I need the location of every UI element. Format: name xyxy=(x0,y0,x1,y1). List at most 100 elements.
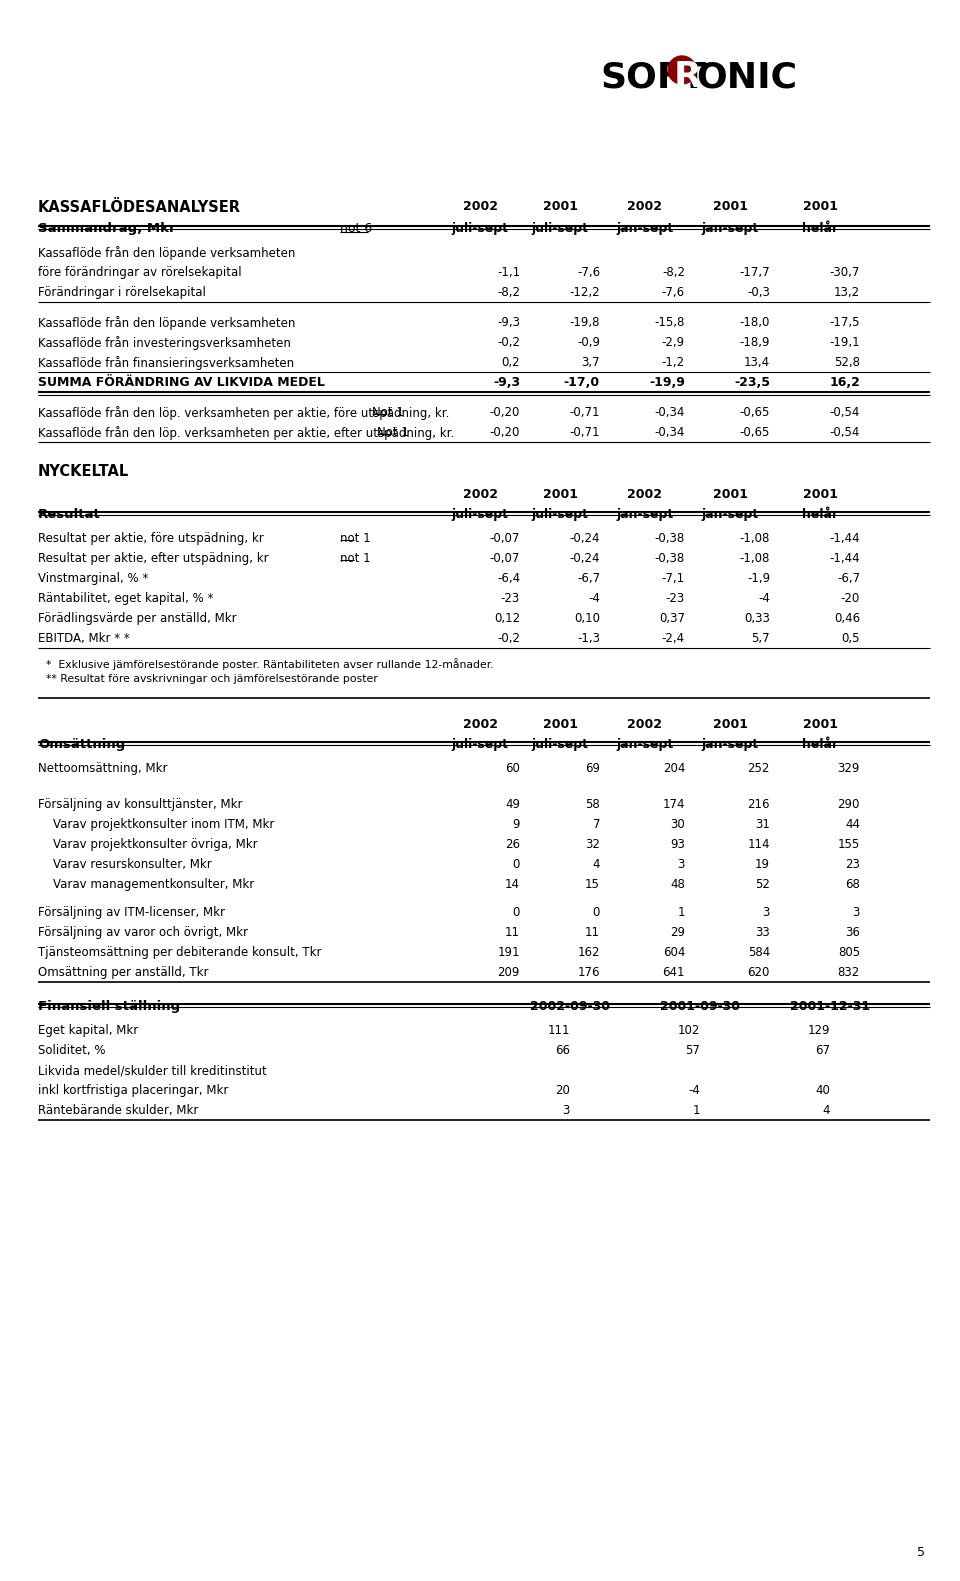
Text: -17,0: -17,0 xyxy=(564,376,600,389)
Text: not 1: not 1 xyxy=(340,552,371,564)
Text: -7,6: -7,6 xyxy=(577,266,600,278)
Text: juli-sept: juli-sept xyxy=(532,508,588,522)
Text: -0,20: -0,20 xyxy=(490,406,520,419)
Text: Kassaflöde från investeringsverksamheten: Kassaflöde från investeringsverksamheten xyxy=(38,337,291,349)
Text: Resultat: Resultat xyxy=(38,508,101,522)
Text: 0,5: 0,5 xyxy=(842,632,860,645)
Text: 111: 111 xyxy=(547,1024,570,1037)
Text: -0,54: -0,54 xyxy=(829,406,860,419)
Text: juli-sept: juli-sept xyxy=(451,221,509,236)
Text: Not 1: Not 1 xyxy=(372,406,404,419)
Text: -30,7: -30,7 xyxy=(829,266,860,278)
Text: 102: 102 xyxy=(678,1024,700,1037)
Text: 290: 290 xyxy=(838,798,860,811)
Text: 1: 1 xyxy=(692,1104,700,1118)
Text: NYCKELTAL: NYCKELTAL xyxy=(38,463,130,479)
Text: -0,38: -0,38 xyxy=(655,531,685,545)
Text: 805: 805 xyxy=(838,945,860,960)
Text: 604: 604 xyxy=(662,945,685,960)
Text: 7: 7 xyxy=(592,817,600,832)
Text: -0,71: -0,71 xyxy=(569,406,600,419)
Text: Räntebärande skulder, Mkr: Räntebärande skulder, Mkr xyxy=(38,1104,199,1118)
Text: SOFT: SOFT xyxy=(600,60,707,93)
Text: 69: 69 xyxy=(585,762,600,775)
Text: 19: 19 xyxy=(755,858,770,871)
Text: -8,2: -8,2 xyxy=(662,266,685,278)
Text: 68: 68 xyxy=(845,877,860,892)
Text: 176: 176 xyxy=(578,966,600,979)
Text: 0,2: 0,2 xyxy=(501,356,520,368)
Text: 252: 252 xyxy=(748,762,770,775)
Text: 2001: 2001 xyxy=(712,201,748,213)
Text: Resultat per aktie, efter utspädning, kr: Resultat per aktie, efter utspädning, kr xyxy=(38,552,269,564)
Text: jan-sept: jan-sept xyxy=(616,738,674,751)
Text: 0: 0 xyxy=(592,906,600,919)
Text: Försäljning av varor och övrigt, Mkr: Försäljning av varor och övrigt, Mkr xyxy=(38,926,248,939)
Text: 52,8: 52,8 xyxy=(834,356,860,368)
Text: 2002: 2002 xyxy=(463,489,497,501)
Text: -0,34: -0,34 xyxy=(655,406,685,419)
Text: 155: 155 xyxy=(838,838,860,851)
Text: 129: 129 xyxy=(807,1024,830,1037)
Text: Förändringar i rörelsekapital: Förändringar i rörelsekapital xyxy=(38,286,205,299)
Text: 67: 67 xyxy=(815,1043,830,1058)
Text: -0,38: -0,38 xyxy=(655,552,685,564)
Text: Varav managementkonsulter, Mkr: Varav managementkonsulter, Mkr xyxy=(53,877,254,892)
Text: 2002: 2002 xyxy=(463,718,497,730)
Text: Omsättning per anställd, Tkr: Omsättning per anställd, Tkr xyxy=(38,966,208,979)
Text: 3: 3 xyxy=(852,906,860,919)
Text: -8,2: -8,2 xyxy=(497,286,520,299)
Text: -12,2: -12,2 xyxy=(569,286,600,299)
Text: SUMMA FÖRÄNDRING AV LIKVIDA MEDEL: SUMMA FÖRÄNDRING AV LIKVIDA MEDEL xyxy=(38,376,324,389)
Text: jan-sept: jan-sept xyxy=(702,738,758,751)
Text: -0,2: -0,2 xyxy=(497,632,520,645)
Text: KASSAFLÖDESANALYSER: KASSAFLÖDESANALYSER xyxy=(38,201,241,215)
Text: 31: 31 xyxy=(756,817,770,832)
Text: 620: 620 xyxy=(748,966,770,979)
Text: juli-sept: juli-sept xyxy=(451,738,509,751)
Text: 48: 48 xyxy=(670,877,685,892)
Text: 14: 14 xyxy=(505,877,520,892)
Text: -1,44: -1,44 xyxy=(829,552,860,564)
Text: 832: 832 xyxy=(838,966,860,979)
Text: Kassaflöde från den löp. verksamheten per aktie, före utspädning, kr.: Kassaflöde från den löp. verksamheten pe… xyxy=(38,406,449,421)
Text: -7,6: -7,6 xyxy=(661,286,685,299)
Text: 204: 204 xyxy=(662,762,685,775)
Text: före förändringar av rörelsekapital: före förändringar av rörelsekapital xyxy=(38,266,242,278)
Text: 0,12: 0,12 xyxy=(493,612,520,624)
Text: -0,24: -0,24 xyxy=(569,552,600,564)
Text: 0,10: 0,10 xyxy=(574,612,600,624)
Text: 3,7: 3,7 xyxy=(582,356,600,368)
Text: -1,08: -1,08 xyxy=(739,531,770,545)
Text: 11: 11 xyxy=(505,926,520,939)
Text: -19,1: -19,1 xyxy=(829,337,860,349)
Text: -4: -4 xyxy=(588,591,600,606)
Text: juli-sept: juli-sept xyxy=(532,221,588,236)
Text: 15: 15 xyxy=(586,877,600,892)
Text: -0,71: -0,71 xyxy=(569,425,600,440)
Text: Försäljning av ITM-licenser, Mkr: Försäljning av ITM-licenser, Mkr xyxy=(38,906,225,919)
Text: Omsättning: Omsättning xyxy=(38,738,125,751)
Text: 2001: 2001 xyxy=(803,489,837,501)
Text: -0,2: -0,2 xyxy=(497,337,520,349)
Text: 4: 4 xyxy=(823,1104,830,1118)
Text: -1,2: -1,2 xyxy=(661,356,685,368)
Text: 93: 93 xyxy=(670,838,685,851)
Text: 16,2: 16,2 xyxy=(829,376,860,389)
Text: 32: 32 xyxy=(586,838,600,851)
Text: inkl kortfristiga placeringar, Mkr: inkl kortfristiga placeringar, Mkr xyxy=(38,1085,228,1097)
Text: Vinstmarginal, % *: Vinstmarginal, % * xyxy=(38,572,148,585)
Text: -23,5: -23,5 xyxy=(734,376,770,389)
Text: 114: 114 xyxy=(748,838,770,851)
Text: 2002: 2002 xyxy=(463,201,497,213)
Text: -0,9: -0,9 xyxy=(577,337,600,349)
Text: 2002: 2002 xyxy=(628,201,662,213)
Text: 2001: 2001 xyxy=(712,489,748,501)
Text: 36: 36 xyxy=(845,926,860,939)
Text: 0,33: 0,33 xyxy=(744,612,770,624)
Text: 2002-09-30: 2002-09-30 xyxy=(530,1001,610,1013)
Text: 2001: 2001 xyxy=(542,718,578,730)
Text: not 1: not 1 xyxy=(340,531,371,545)
Text: 0,46: 0,46 xyxy=(834,612,860,624)
Text: helår: helår xyxy=(802,508,838,522)
